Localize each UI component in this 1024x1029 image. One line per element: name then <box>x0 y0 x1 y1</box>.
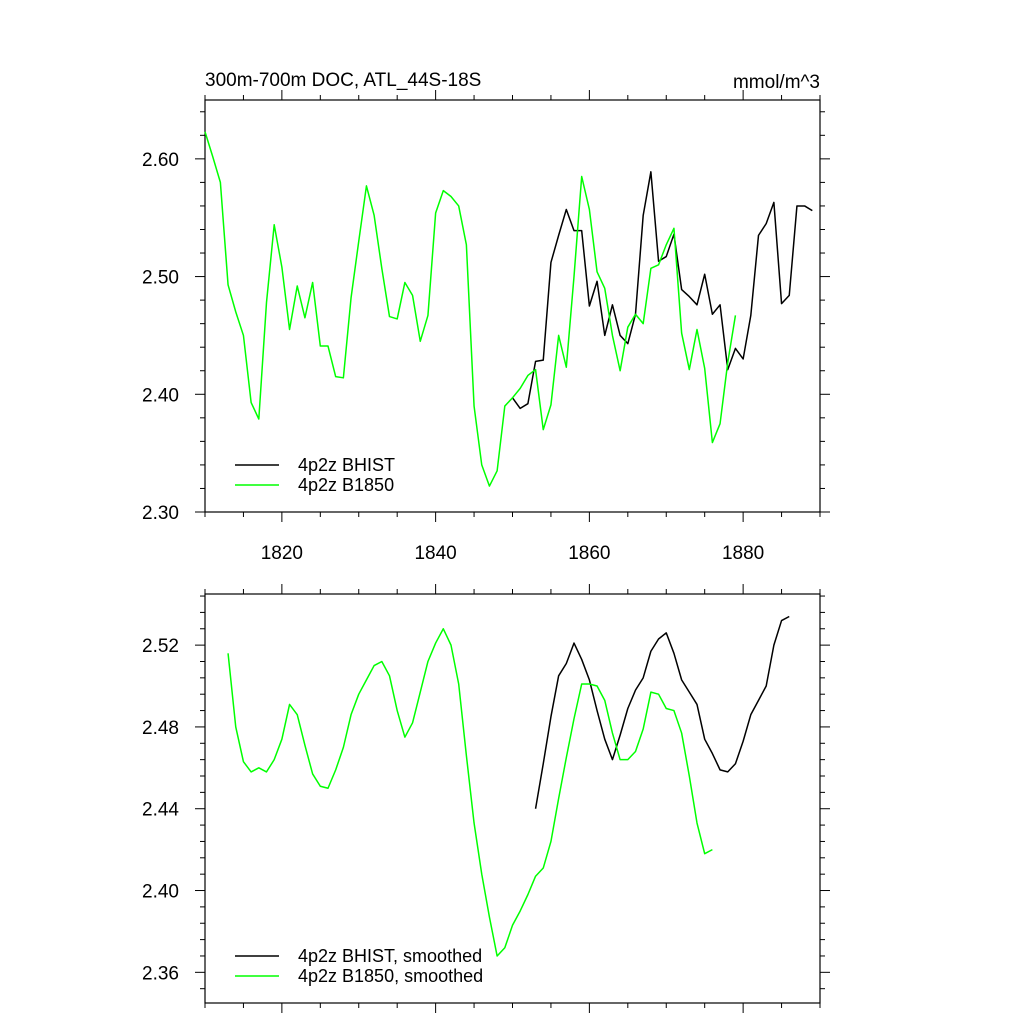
legend-label: 4p2z B1850, smoothed <box>298 966 483 986</box>
legend-label: 4p2z BHIST, smoothed <box>298 946 482 966</box>
series-line-2 <box>204 131 737 487</box>
y-tick-label: 2.40 <box>142 385 179 406</box>
panel-1: 2.30 2.40 2.50 2.60 1820 1840 1860 1880 300m-700… <box>142 70 830 564</box>
legend-label: 4p2z BHIST <box>298 455 395 475</box>
y-tick-label: 2.36 <box>142 963 179 984</box>
panel-2: 2.36 2.40 2.44 2.48 2.52 4p2z BHIST, smoothed… <box>142 584 830 1013</box>
x-tick-label: 1820 <box>261 543 303 564</box>
y-tick-label: 2.52 <box>142 636 179 657</box>
series-line-1 <box>534 615 790 809</box>
x-tick-label: 1840 <box>414 543 456 564</box>
y-tick-label: 2.44 <box>142 800 179 821</box>
y-tick-label: 2.48 <box>142 718 179 739</box>
series-line-1 <box>511 171 813 410</box>
plot-frame <box>204 99 821 513</box>
x-tick-label: 1880 <box>722 543 764 564</box>
chart-title: 300m-700m DOC, ATL_44S-18S <box>205 70 481 91</box>
units-label: mmol/m^3 <box>733 72 820 93</box>
y-tick-label: 2.30 <box>142 503 179 524</box>
legend-label: 4p2z B1850 <box>298 475 394 495</box>
series-line-2 <box>227 628 713 957</box>
y-tick-label: 2.50 <box>142 268 179 289</box>
y-tick-label: 2.40 <box>142 882 179 903</box>
x-tick-label: 1860 <box>568 543 610 564</box>
plot-frame <box>204 593 821 1004</box>
y-tick-label: 2.60 <box>142 150 179 171</box>
